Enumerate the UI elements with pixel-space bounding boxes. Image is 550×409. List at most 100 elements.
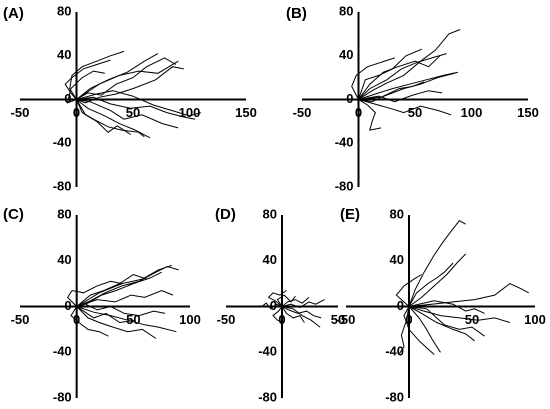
trajectory bbox=[358, 71, 459, 100]
y-tick-label: 80 bbox=[390, 206, 404, 221]
y-tick-label: 40 bbox=[390, 252, 404, 267]
trajectory bbox=[281, 299, 325, 309]
panel: -50 0 50 100 -80 -40 0 40 80 (E) bbox=[337, 206, 546, 404]
y-tick-label: 40 bbox=[57, 47, 71, 62]
trajectory bbox=[76, 60, 179, 100]
y-tick-label: -80 bbox=[53, 178, 72, 193]
x-tick-label: 50 bbox=[331, 312, 345, 327]
trajectory bbox=[408, 306, 510, 323]
panel: -50 0 50 100 -80 -40 0 40 80 (C) bbox=[3, 206, 201, 404]
trajectory bbox=[408, 283, 529, 307]
y-tick-label: 80 bbox=[263, 206, 277, 221]
trajectory bbox=[398, 306, 410, 355]
trajectory bbox=[281, 306, 305, 323]
y-tick-label: -40 bbox=[335, 135, 354, 150]
panel-title: (A) bbox=[3, 5, 24, 22]
x-tick-label: 50 bbox=[465, 312, 479, 327]
y-tick-label: 80 bbox=[339, 3, 353, 18]
trajectory bbox=[76, 99, 145, 138]
x-tick-label: 150 bbox=[235, 105, 257, 120]
x-tick-label: -50 bbox=[293, 105, 312, 120]
trajectory bbox=[408, 253, 467, 307]
panel-title: (D) bbox=[215, 206, 236, 223]
trajectory bbox=[276, 294, 296, 307]
y-tick-label: 0 bbox=[64, 91, 71, 106]
y-tick-label: -40 bbox=[385, 344, 404, 359]
y-tick-label: 0 bbox=[397, 298, 404, 313]
x-tick-label: 0 bbox=[355, 105, 362, 120]
trajectory bbox=[76, 57, 177, 100]
trajectory bbox=[272, 306, 285, 323]
y-tick-label: -80 bbox=[385, 389, 404, 404]
trajectory bbox=[76, 99, 179, 129]
y-tick-label: 0 bbox=[64, 298, 71, 313]
y-tick-label: -80 bbox=[53, 389, 72, 404]
trajectory bbox=[76, 303, 166, 317]
trajectory bbox=[69, 50, 125, 100]
trajectory bbox=[408, 300, 485, 314]
trajectory bbox=[408, 306, 475, 342]
trajectory bbox=[76, 306, 157, 339]
panel: -50 0 50 -80 -40 0 40 80 (D) bbox=[215, 206, 345, 404]
trajectory bbox=[408, 220, 466, 307]
panel-title: (C) bbox=[3, 206, 24, 223]
trajectory bbox=[76, 99, 151, 139]
x-tick-label: 50 bbox=[126, 312, 140, 327]
y-tick-label: -80 bbox=[258, 389, 277, 404]
trajectory bbox=[76, 99, 131, 135]
trajectory bbox=[64, 59, 111, 100]
x-tick-label: 0 bbox=[278, 312, 285, 327]
y-tick-label: -40 bbox=[53, 344, 72, 359]
x-tick-label: 100 bbox=[179, 105, 201, 120]
trajectory bbox=[76, 96, 196, 120]
trajectory bbox=[358, 48, 422, 100]
y-tick-label: -40 bbox=[258, 344, 277, 359]
x-tick-label: 100 bbox=[179, 312, 201, 327]
trajectory bbox=[358, 90, 443, 103]
trajectory bbox=[358, 99, 452, 116]
trajectory bbox=[408, 306, 441, 353]
y-tick-label: -80 bbox=[335, 178, 354, 193]
trajectory bbox=[76, 90, 201, 117]
x-tick-label: 0 bbox=[73, 105, 80, 120]
trajectory bbox=[408, 306, 485, 337]
trajectory bbox=[76, 306, 177, 333]
y-tick-label: 40 bbox=[339, 47, 353, 62]
x-tick-label: -50 bbox=[337, 312, 356, 327]
x-tick-label: -50 bbox=[217, 312, 236, 327]
trajectory bbox=[408, 262, 454, 307]
trajectory bbox=[66, 280, 123, 307]
x-tick-label: 0 bbox=[405, 312, 412, 327]
trajectory bbox=[358, 29, 461, 100]
trajectory bbox=[267, 290, 287, 307]
trajectory bbox=[358, 99, 382, 131]
panel-title: (B) bbox=[286, 5, 307, 22]
trajectory bbox=[281, 306, 322, 319]
y-tick-label: 80 bbox=[57, 206, 71, 221]
y-tick-label: 40 bbox=[263, 252, 277, 267]
trajectory bbox=[76, 264, 173, 307]
y-tick-label: 0 bbox=[346, 91, 353, 106]
trajectory bbox=[76, 66, 184, 104]
trajectory bbox=[395, 274, 422, 307]
trajectory bbox=[351, 57, 395, 100]
trajectory bbox=[358, 53, 447, 100]
x-tick-label: 100 bbox=[461, 105, 483, 120]
y-tick-label: 80 bbox=[57, 3, 71, 18]
trajectory bbox=[281, 306, 321, 328]
x-tick-label: 50 bbox=[126, 105, 140, 120]
trajectory bbox=[70, 306, 109, 337]
y-tick-label: 40 bbox=[57, 252, 71, 267]
y-tick-label: 0 bbox=[270, 298, 277, 313]
x-tick-label: 100 bbox=[524, 312, 546, 327]
x-tick-label: 150 bbox=[517, 105, 539, 120]
x-tick-label: 0 bbox=[73, 312, 80, 327]
x-tick-label: -50 bbox=[11, 312, 30, 327]
y-tick-label: -40 bbox=[53, 135, 72, 150]
trajectory bbox=[261, 302, 283, 310]
trajectory bbox=[76, 273, 148, 307]
